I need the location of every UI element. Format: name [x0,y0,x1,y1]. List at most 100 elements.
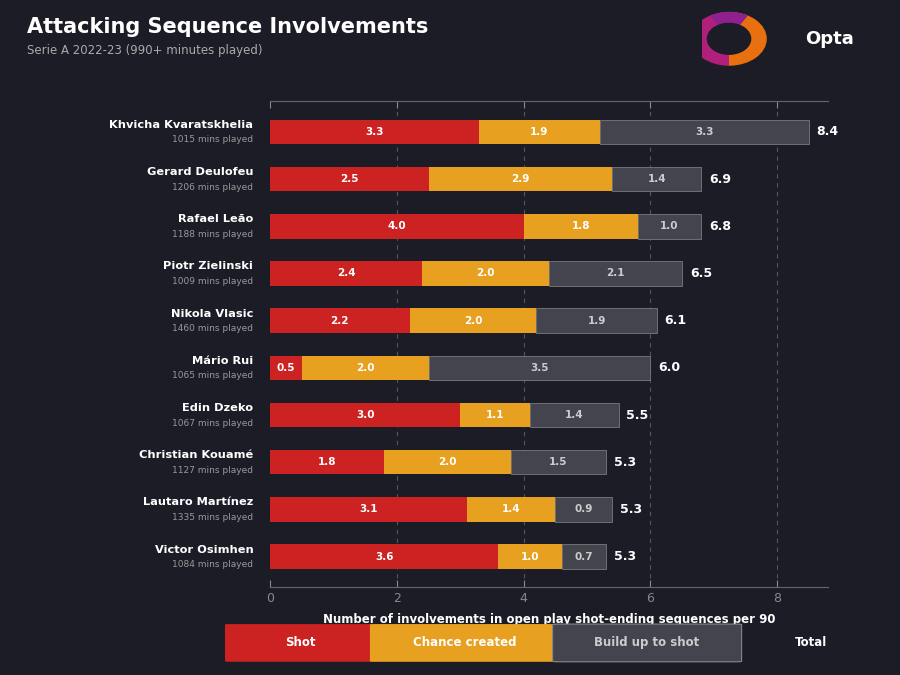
Text: 1.8: 1.8 [572,221,590,232]
Text: 1009 mins played: 1009 mins played [172,277,253,286]
Bar [479,119,599,144]
Bar [562,544,606,569]
Text: 1084 mins played: 1084 mins played [172,560,253,569]
Text: Serie A 2022-23 (990+ minutes played): Serie A 2022-23 (990+ minutes played) [27,44,263,57]
Text: 1127 mins played: 1127 mins played [172,466,253,475]
Text: 3.3: 3.3 [365,127,384,137]
Bar [270,403,460,427]
Text: Khvicha Kvaratskhelia: Khvicha Kvaratskhelia [109,120,253,130]
Text: 5.5: 5.5 [626,408,649,421]
Text: 2.0: 2.0 [356,363,374,373]
Text: 1335 mins played: 1335 mins played [172,513,253,522]
Text: 1.4: 1.4 [647,174,666,184]
Text: Attacking Sequence Involvements: Attacking Sequence Involvements [27,17,428,37]
Bar [428,356,651,380]
Text: 0.5: 0.5 [276,363,295,373]
Text: 6.8: 6.8 [709,220,731,233]
Text: 6.0: 6.0 [658,361,680,375]
Text: Gerard Deulofeu: Gerard Deulofeu [147,167,253,177]
Text: 3.5: 3.5 [530,363,549,373]
Bar [270,450,384,475]
Text: 1460 mins played: 1460 mins played [172,324,253,333]
Text: 1206 mins played: 1206 mins played [172,183,253,192]
Bar [410,308,536,333]
Text: Build up to shot: Build up to shot [595,637,699,649]
Text: 0.7: 0.7 [574,551,593,562]
Text: 1188 mins played: 1188 mins played [172,230,253,239]
Text: 3.1: 3.1 [359,504,377,514]
Wedge shape [710,12,748,26]
Wedge shape [729,12,767,65]
Text: Victor Osimhen: Victor Osimhen [155,545,253,554]
Text: 2.5: 2.5 [340,174,358,184]
Text: Nikola Vlasic: Nikola Vlasic [171,308,253,319]
Text: 2.1: 2.1 [607,269,625,279]
Text: Piotr Zielinski: Piotr Zielinski [164,261,253,271]
Text: 1015 mins played: 1015 mins played [172,136,253,144]
Text: 0.9: 0.9 [575,504,593,514]
Bar [460,403,530,427]
Text: 1.8: 1.8 [318,457,337,467]
Text: 1.9: 1.9 [530,127,549,137]
Text: 2.0: 2.0 [476,269,495,279]
Bar [530,403,618,427]
Bar [524,214,638,238]
Bar [270,119,479,144]
Text: Chance created: Chance created [412,637,517,649]
Bar [638,214,701,238]
Text: 1.0: 1.0 [661,221,679,232]
Bar [270,261,422,286]
Text: 2.4: 2.4 [337,269,356,279]
Text: 2.9: 2.9 [511,174,530,184]
Text: Rafael Leão: Rafael Leão [178,214,253,224]
FancyBboxPatch shape [370,624,559,662]
Bar [612,167,701,192]
Text: 1.4: 1.4 [565,410,584,420]
Wedge shape [691,12,729,65]
Text: 6.5: 6.5 [689,267,712,280]
Bar [270,497,466,522]
Text: 5.3: 5.3 [614,550,635,563]
Bar [270,544,499,569]
Bar [549,261,682,286]
Bar [302,356,428,380]
Text: 1067 mins played: 1067 mins played [172,418,253,427]
Text: 8.4: 8.4 [816,126,839,138]
Text: Total: Total [795,637,827,649]
Text: 6.1: 6.1 [664,314,687,327]
Text: 1.5: 1.5 [549,457,568,467]
Bar [466,497,555,522]
Text: 2.2: 2.2 [330,316,349,325]
Text: 2.0: 2.0 [438,457,457,467]
Bar [536,308,657,333]
X-axis label: Number of involvements in open play shot-ending sequences per 90: Number of involvements in open play shot… [323,614,775,626]
Text: Christian Kouamé: Christian Kouamé [139,450,253,460]
Text: Shot: Shot [285,637,316,649]
Bar [384,450,511,475]
Text: 3.6: 3.6 [375,551,393,562]
Text: 3.3: 3.3 [695,127,714,137]
Text: 4.0: 4.0 [388,221,406,232]
FancyBboxPatch shape [553,624,742,662]
Text: Opta: Opta [806,30,854,48]
Text: 1.4: 1.4 [501,504,520,514]
Bar [511,450,606,475]
Bar [428,167,612,192]
Bar [555,497,612,522]
Bar [499,544,562,569]
Circle shape [707,24,751,54]
Bar [599,119,809,144]
Bar [270,356,302,380]
Text: Mário Rui: Mário Rui [192,356,253,366]
Bar [422,261,549,286]
Bar [270,308,410,333]
Text: 1.9: 1.9 [588,316,606,325]
FancyBboxPatch shape [225,624,376,662]
Text: 5.3: 5.3 [620,503,642,516]
Text: Edin Dzeko: Edin Dzeko [183,403,253,413]
Bar [270,214,524,238]
Text: 1.0: 1.0 [521,551,539,562]
Text: 2.0: 2.0 [464,316,482,325]
Bar [270,167,428,192]
Text: 3.0: 3.0 [356,410,374,420]
